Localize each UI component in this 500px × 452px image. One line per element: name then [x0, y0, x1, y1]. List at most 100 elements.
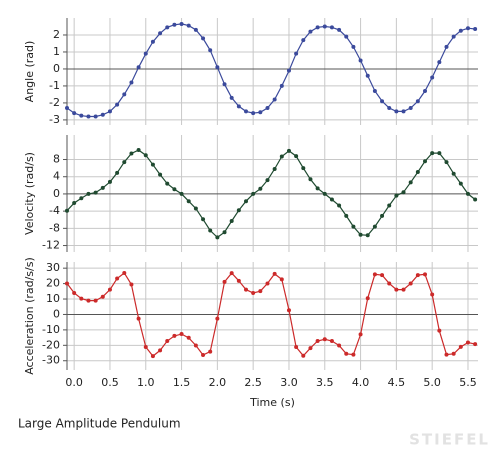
data-point — [394, 287, 399, 292]
data-point — [401, 287, 406, 292]
y-tick-label: 0 — [53, 307, 60, 320]
data-point — [172, 333, 177, 338]
data-point — [193, 206, 198, 211]
data-point — [186, 23, 191, 28]
x-tick-label: 4.0 — [352, 376, 370, 389]
data-point — [444, 44, 449, 49]
y-tick-label: -10 — [42, 323, 60, 336]
data-point — [279, 154, 284, 159]
data-point — [158, 172, 163, 177]
data-point — [279, 83, 284, 88]
data-point — [258, 289, 263, 294]
caption: Large Amplitude Pendulum — [18, 417, 181, 431]
data-point — [150, 162, 155, 167]
data-point — [122, 270, 127, 275]
data-point — [458, 344, 463, 349]
data-point — [265, 281, 270, 286]
data-point — [458, 28, 463, 33]
data-point — [236, 208, 241, 213]
data-point — [365, 73, 370, 78]
data-point — [115, 102, 120, 107]
data-point — [136, 316, 141, 321]
data-point — [451, 171, 456, 176]
data-point — [79, 296, 84, 301]
data-point — [365, 296, 370, 301]
data-point — [401, 190, 406, 195]
data-point — [186, 335, 191, 340]
data-point — [143, 51, 148, 56]
data-point — [380, 99, 385, 104]
data-point — [165, 338, 170, 343]
data-point — [79, 196, 84, 201]
data-point — [301, 38, 306, 43]
y-tick-label: -1 — [49, 79, 60, 92]
data-point — [158, 31, 163, 36]
y-tick-label: 1 — [53, 45, 60, 58]
y-tick-label: 4 — [53, 170, 60, 183]
data-point — [236, 278, 241, 283]
data-point — [215, 65, 220, 70]
data-point — [372, 272, 377, 277]
data-point — [115, 276, 120, 281]
data-point — [337, 203, 342, 208]
data-point — [129, 80, 134, 85]
data-point — [208, 48, 213, 53]
x-tick-label: 5.0 — [423, 376, 441, 389]
data-point — [387, 203, 392, 208]
data-point — [251, 191, 256, 196]
data-point — [372, 89, 377, 94]
data-point — [308, 29, 313, 34]
data-point — [193, 343, 198, 348]
data-point — [444, 160, 449, 165]
data-point — [129, 282, 134, 287]
data-point — [258, 110, 263, 115]
data-line — [66, 272, 476, 357]
data-point — [72, 111, 77, 116]
data-point — [107, 287, 112, 292]
data-point — [65, 106, 69, 111]
data-point — [100, 294, 105, 299]
data-point — [337, 343, 342, 348]
y-tick-label: -2 — [49, 96, 60, 109]
data-point — [437, 328, 442, 333]
y-tick-label: 0 — [53, 187, 60, 200]
data-point — [301, 166, 306, 171]
data-point — [458, 181, 463, 186]
data-point — [222, 279, 227, 284]
data-point — [201, 353, 206, 358]
x-axis-label: Time (s) — [249, 396, 295, 409]
data-point — [150, 354, 155, 359]
x-tick-label: 1.0 — [137, 376, 155, 389]
data-point — [244, 287, 249, 292]
x-tick-label: 4.5 — [388, 376, 406, 389]
data-point — [100, 112, 105, 117]
data-point — [430, 292, 435, 297]
data-point — [229, 95, 234, 100]
data-point — [165, 25, 170, 30]
data-point — [79, 113, 84, 118]
data-point — [294, 51, 299, 56]
data-point — [165, 181, 170, 186]
data-point — [322, 337, 327, 342]
data-point — [423, 89, 428, 94]
data-point — [451, 34, 456, 39]
data-point — [294, 345, 299, 350]
data-point — [437, 151, 442, 156]
data-point — [86, 298, 91, 303]
data-point — [265, 178, 270, 183]
x-tick-label: 2.5 — [244, 376, 262, 389]
data-point — [372, 224, 377, 229]
data-point — [344, 351, 349, 356]
data-point — [179, 21, 184, 26]
x-tick-label: 0.5 — [101, 376, 119, 389]
x-tick-label: 2.0 — [209, 376, 227, 389]
data-point — [315, 25, 320, 30]
data-point — [215, 316, 220, 321]
y-tick-label: -4 — [49, 204, 60, 217]
data-point — [286, 68, 291, 73]
y-axis-label: Angle (rad) — [23, 41, 36, 103]
data-point — [93, 190, 98, 195]
data-point — [329, 25, 334, 30]
data-point — [158, 348, 163, 353]
data-point — [258, 186, 263, 191]
